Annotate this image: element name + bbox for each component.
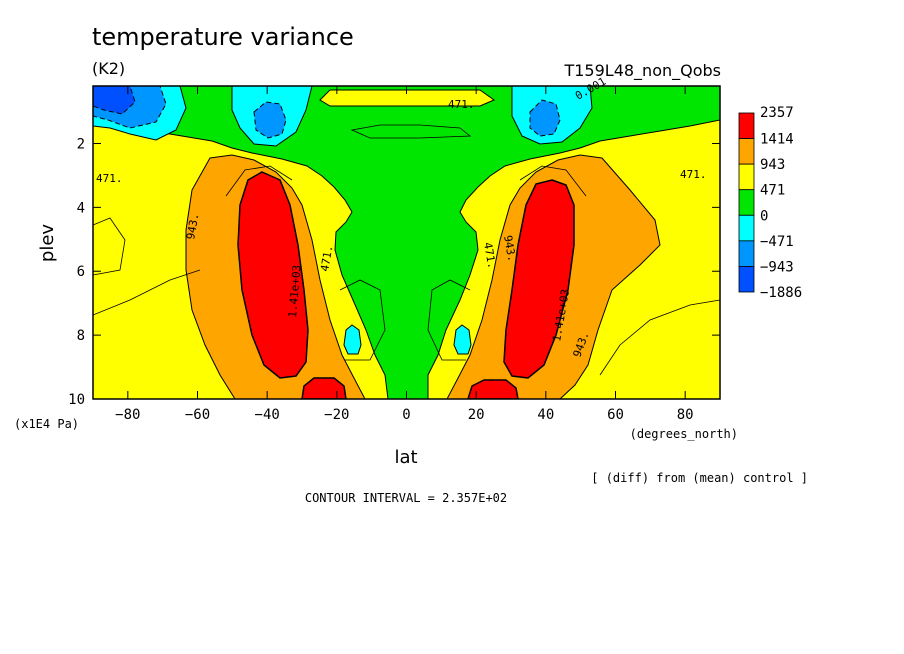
contour-line-1 [350, 124, 472, 139]
x-tick-label: 60 [607, 407, 624, 423]
x-tick-label: 80 [677, 407, 694, 423]
contour-line-8 [519, 165, 587, 197]
chart-units: (K2) [92, 59, 125, 78]
field-red-bottom-north [467, 379, 519, 399]
colorbar-swatch [738, 112, 755, 139]
contour-label: 471. [680, 168, 707, 181]
field-yellow-top-strip [319, 89, 496, 107]
colorbar-label: −1886 [760, 285, 802, 301]
colorbar-swatch [738, 266, 755, 293]
contour-line-2 [93, 269, 201, 316]
colorbar-label: 1414 [760, 132, 794, 148]
y-tick-label: 8 [77, 328, 85, 344]
contour-line-7 [225, 165, 293, 197]
colorbar-swatch [738, 240, 755, 267]
field-darkblue-top-left [93, 86, 136, 115]
x-axis-unit: (degrees_north) [630, 427, 738, 441]
field-red-north [503, 179, 575, 379]
contour-interval: CONTOUR INTERVAL = 2.357E+02 [305, 491, 507, 505]
field-red-south [237, 171, 309, 379]
y-tick-label: 2 [77, 136, 85, 152]
x-tick-label: 0 [402, 407, 410, 423]
field-red-bottom-south [301, 377, 347, 399]
contour-label: 943. [184, 212, 201, 240]
x-tick-label: −20 [324, 407, 349, 423]
chart-title: temperature variance [92, 23, 354, 51]
y-axis: 2 4 6 8 10 [68, 136, 720, 408]
x-tick-label: −40 [255, 407, 280, 423]
contour-line-5 [339, 279, 386, 361]
field-cyan-low-south [343, 324, 362, 355]
colorbar: 2357 1414 943 471 0 −471 −943 −1886 [738, 105, 802, 301]
x-axis: −80 −60 −40 −20 0 20 40 60 80 [115, 86, 694, 423]
field-cyan-low-north [453, 324, 472, 355]
field-upper-green [93, 86, 720, 399]
y-tick-label: 4 [77, 200, 85, 216]
colorbar-label: 471 [760, 183, 785, 199]
x-axis-label: lat [394, 447, 417, 468]
contour-line-6 [427, 279, 471, 361]
contour-label: 471. [318, 244, 335, 272]
y-tick-label: 6 [77, 264, 85, 280]
colorbar-label: −471 [760, 234, 794, 250]
contour-label: 471. [448, 98, 475, 111]
contour-line-3 [599, 299, 720, 376]
field-blue-top-nh [529, 99, 561, 137]
colorbar-label: −943 [760, 259, 794, 275]
y-axis-unit: (x1E4 Pa) [14, 417, 79, 431]
colorbar-swatch [738, 163, 755, 191]
colorbar-label: 2357 [760, 105, 794, 121]
colorbar-swatch [738, 189, 755, 216]
contour-field [93, 86, 720, 399]
comparison-note: [ (diff) from (mean) control ] [591, 471, 808, 485]
contour-label: 471. [481, 241, 498, 269]
colorbar-swatch [738, 138, 755, 165]
field-blue-top-sm60 [253, 101, 287, 139]
contour-line-4 [93, 217, 126, 276]
colorbar-swatch [738, 214, 755, 242]
contour-label: 471. [96, 172, 123, 185]
colorbar-label: 0 [760, 208, 768, 224]
contour-label: 943. [501, 234, 518, 262]
x-tick-label: 40 [537, 407, 554, 423]
contour-label: 1.41e+03 [286, 264, 304, 318]
x-tick-label: −80 [115, 407, 140, 423]
x-tick-label: −60 [185, 407, 210, 423]
colorbar-label: 943 [760, 157, 785, 173]
run-name: T159L48_non_Qobs [563, 61, 721, 81]
x-tick-label: 20 [468, 407, 485, 423]
y-tick-label: 10 [68, 392, 85, 408]
y-axis-label: plev [37, 224, 58, 263]
